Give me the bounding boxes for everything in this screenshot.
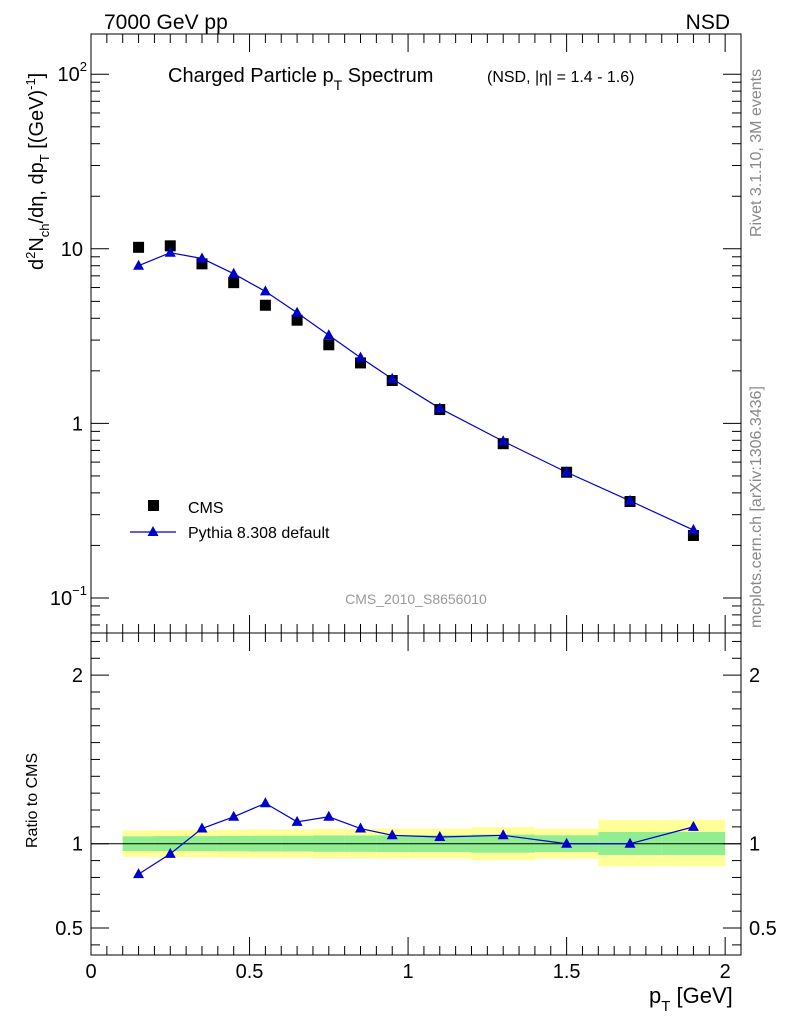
pythia-point xyxy=(291,306,303,317)
main-ytick-label: 10 xyxy=(61,239,83,261)
pythia-point xyxy=(259,285,271,296)
mcplots-label: mcplots.cern.ch [arXiv:1306.3436] xyxy=(748,386,765,628)
ratio-pythia-point xyxy=(259,797,271,808)
legend-cms-marker xyxy=(148,500,159,511)
pythia-point xyxy=(687,524,699,535)
ratio-xtick-label: 1.5 xyxy=(553,961,581,983)
pythia-point xyxy=(386,372,398,383)
header-left: 7000 GeV pp xyxy=(104,11,228,34)
pythia-point xyxy=(133,259,145,270)
header-right: NSD xyxy=(686,11,730,34)
ratio-xtick-label: 0.5 xyxy=(236,961,264,983)
ratio-ytick-label: 2 xyxy=(72,665,83,687)
main-series xyxy=(133,240,699,541)
ratio-xlabel: pT [GeV] xyxy=(649,983,733,1015)
main-ytick-label-exp: −1 xyxy=(72,583,87,598)
cms-point xyxy=(259,299,271,311)
pythia-line xyxy=(138,252,694,531)
main-ytick-label: 1 xyxy=(72,413,83,435)
legend-cms-label: CMS xyxy=(188,500,224,517)
main-ylabel: d2Nch/dη, dpT [(GeV)-1] xyxy=(23,73,52,270)
ratio-pythia-point xyxy=(291,815,303,826)
main-ytick-label: 10−1 xyxy=(50,583,87,610)
cms-point xyxy=(355,357,367,369)
ratio-pythia-point xyxy=(196,822,208,833)
legend-pythia-label: Pythia 8.308 default xyxy=(188,525,330,542)
cms-point xyxy=(687,529,699,541)
cms-point xyxy=(164,240,176,252)
cms-point xyxy=(133,241,145,253)
ratio-series xyxy=(133,797,699,879)
main-ytick-label-base: 10 xyxy=(58,64,80,86)
pythia-point xyxy=(561,466,573,477)
ratio-panel: 0.5 0.51 12 20 0.5 1 1.5 2 Ratio to CMS pT [GeV… xyxy=(24,632,777,1015)
ratio-pythia-point xyxy=(497,829,509,840)
legend-pythia-marker xyxy=(147,526,159,536)
ratio-pythia-point xyxy=(561,837,573,848)
ratio-ytick-label: 1 xyxy=(72,834,83,856)
pythia-point xyxy=(164,246,176,257)
main-ytick-label-exp: 2 xyxy=(80,59,87,74)
pythia-point xyxy=(497,435,509,446)
main-subtitle: (NSD, |η| = 1.4 - 1.6) xyxy=(487,69,634,86)
pythia-point xyxy=(323,329,335,340)
ratio-ytick-label-right: 1 xyxy=(749,834,760,856)
ratio-pythia-point xyxy=(323,810,335,821)
ratio-ylabel: Ratio to CMS xyxy=(24,753,41,848)
ratio-ytick-label-right: 0.5 xyxy=(749,918,777,940)
ratio-pythia-point xyxy=(386,829,398,840)
ratio-pythia-point xyxy=(228,810,240,821)
main-title-tail: Spectrum xyxy=(342,65,433,87)
ratio-xtick-label: 0 xyxy=(85,961,96,983)
cms-point xyxy=(323,339,335,351)
ratio-pythia-point xyxy=(164,847,176,858)
cms-point xyxy=(291,314,303,326)
main-ytick-label-base: 10 xyxy=(50,588,72,610)
pythia-point xyxy=(355,351,367,362)
legend: CMS Pythia 8.308 default xyxy=(130,500,330,542)
main-title-text: Charged Particle p xyxy=(168,65,334,87)
ratio-pythia-point xyxy=(355,822,367,833)
ratio-xtick-label: 2 xyxy=(720,961,731,983)
cms-point xyxy=(196,258,208,270)
pythia-point xyxy=(196,252,208,263)
main-title-sub: T xyxy=(334,77,343,93)
ratio-pythia-point xyxy=(434,830,446,841)
ratio-pythia-point xyxy=(687,820,699,831)
ratio-pythia-line xyxy=(138,802,694,875)
main-watermark: CMS_2010_S8656010 xyxy=(345,591,487,607)
ratio-ytick-label: 0.5 xyxy=(55,918,83,940)
ratio-xlabel-text: p xyxy=(649,983,661,1008)
main-ytick-label: 102 xyxy=(58,59,87,86)
pythia-point xyxy=(228,267,240,278)
ratio-pythia-point xyxy=(624,837,636,848)
ratio-axis-ticks: 0.5 0.51 12 20 0.5 1 1.5 2 xyxy=(55,633,777,983)
main-frame xyxy=(90,33,742,634)
pythia-point xyxy=(624,494,636,505)
ratio-xlabel-tail: [GeV] xyxy=(670,983,732,1008)
pythia-point xyxy=(434,402,446,413)
ratio-xlabel-sub: T xyxy=(661,998,670,1015)
ratio-frame xyxy=(90,632,742,956)
ratio-pythia-point xyxy=(133,868,145,879)
cms-point xyxy=(228,277,240,289)
main-title: Charged Particle pT Spectrum xyxy=(168,65,433,93)
ratio-ytick-label-right: 2 xyxy=(749,665,760,687)
rivet-label: Rivet 3.1.10, 3M events xyxy=(748,69,765,237)
ratio-xtick-label: 1 xyxy=(403,961,414,983)
